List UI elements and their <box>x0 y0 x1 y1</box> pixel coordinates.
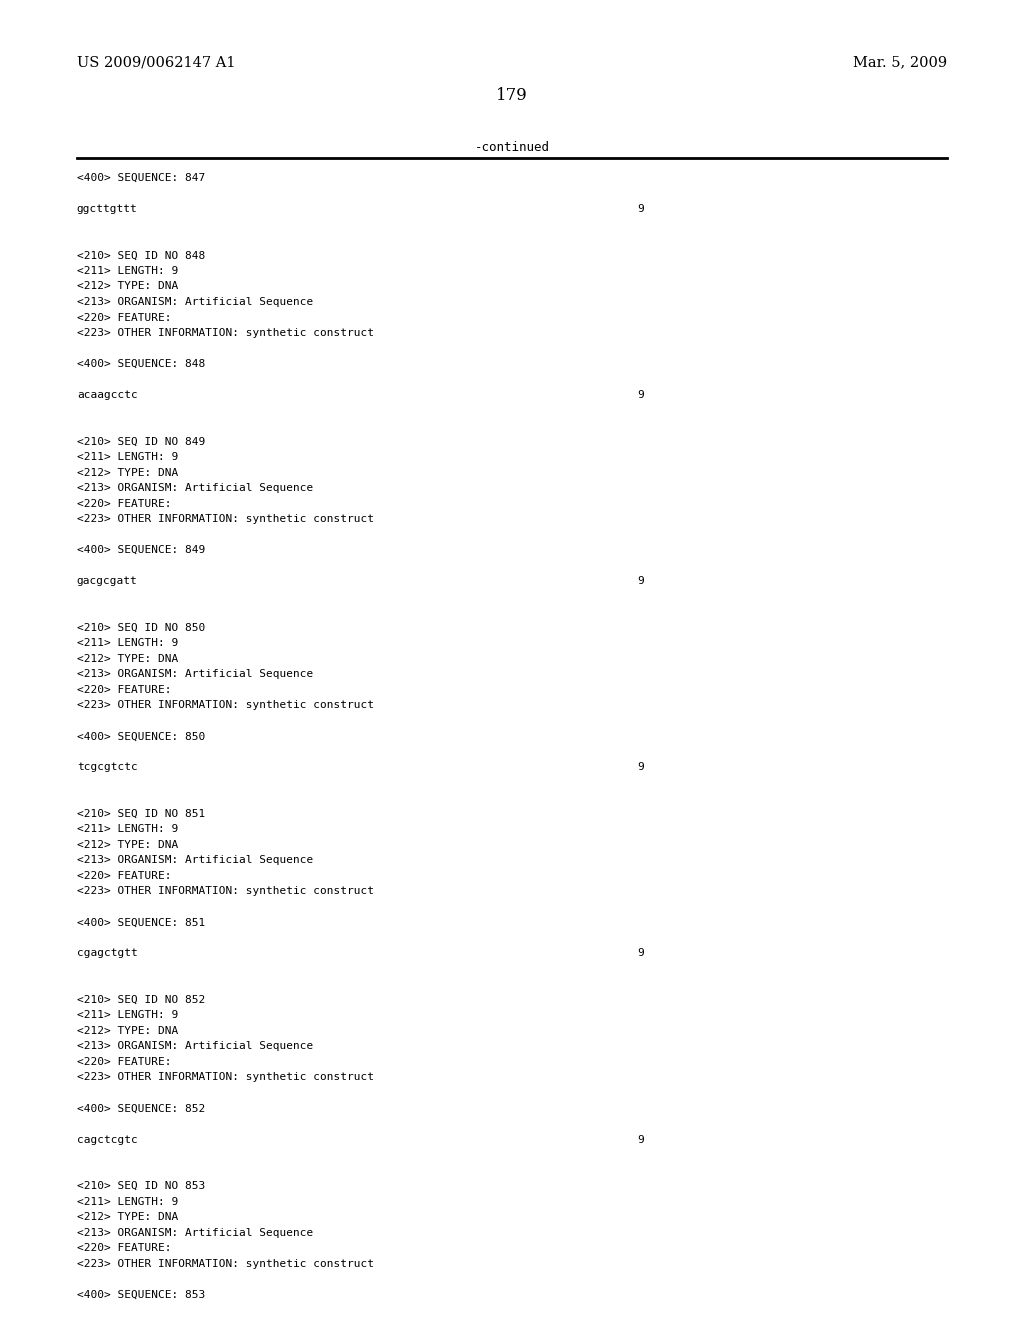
Text: 9: 9 <box>637 1135 644 1144</box>
Text: cagctcgtc: cagctcgtc <box>77 1135 137 1144</box>
Text: 9: 9 <box>637 391 644 400</box>
Text: 9: 9 <box>637 763 644 772</box>
Text: <223> OTHER INFORMATION: synthetic construct: <223> OTHER INFORMATION: synthetic const… <box>77 1072 374 1082</box>
Text: <213> ORGANISM: Artificial Sequence: <213> ORGANISM: Artificial Sequence <box>77 669 313 680</box>
Text: <400> SEQUENCE: 851: <400> SEQUENCE: 851 <box>77 917 205 928</box>
Text: <211> LENGTH: 9: <211> LENGTH: 9 <box>77 824 178 834</box>
Text: <223> OTHER INFORMATION: synthetic construct: <223> OTHER INFORMATION: synthetic const… <box>77 700 374 710</box>
Text: 179: 179 <box>496 87 528 104</box>
Text: <400> SEQUENCE: 848: <400> SEQUENCE: 848 <box>77 359 205 370</box>
Text: <211> LENGTH: 9: <211> LENGTH: 9 <box>77 639 178 648</box>
Text: <210> SEQ ID NO 851: <210> SEQ ID NO 851 <box>77 809 205 818</box>
Text: <210> SEQ ID NO 852: <210> SEQ ID NO 852 <box>77 995 205 1005</box>
Text: <213> ORGANISM: Artificial Sequence: <213> ORGANISM: Artificial Sequence <box>77 483 313 494</box>
Text: -continued: -continued <box>474 141 550 154</box>
Text: <210> SEQ ID NO 849: <210> SEQ ID NO 849 <box>77 437 205 446</box>
Text: <213> ORGANISM: Artificial Sequence: <213> ORGANISM: Artificial Sequence <box>77 855 313 866</box>
Text: <210> SEQ ID NO 848: <210> SEQ ID NO 848 <box>77 251 205 260</box>
Text: <211> LENGTH: 9: <211> LENGTH: 9 <box>77 451 178 462</box>
Text: gacgcgatt: gacgcgatt <box>77 576 137 586</box>
Text: <211> LENGTH: 9: <211> LENGTH: 9 <box>77 1011 178 1020</box>
Text: <223> OTHER INFORMATION: synthetic construct: <223> OTHER INFORMATION: synthetic const… <box>77 1259 374 1269</box>
Text: <210> SEQ ID NO 853: <210> SEQ ID NO 853 <box>77 1181 205 1191</box>
Text: <213> ORGANISM: Artificial Sequence: <213> ORGANISM: Artificial Sequence <box>77 1041 313 1052</box>
Text: <213> ORGANISM: Artificial Sequence: <213> ORGANISM: Artificial Sequence <box>77 1228 313 1238</box>
Text: <211> LENGTH: 9: <211> LENGTH: 9 <box>77 1196 178 1206</box>
Text: tcgcgtctc: tcgcgtctc <box>77 763 137 772</box>
Text: <220> FEATURE:: <220> FEATURE: <box>77 1243 171 1253</box>
Text: ggcttgttt: ggcttgttt <box>77 205 137 214</box>
Text: <220> FEATURE:: <220> FEATURE: <box>77 1057 171 1067</box>
Text: acaagcctc: acaagcctc <box>77 391 137 400</box>
Text: <400> SEQUENCE: 852: <400> SEQUENCE: 852 <box>77 1104 205 1114</box>
Text: 9: 9 <box>637 948 644 958</box>
Text: <213> ORGANISM: Artificial Sequence: <213> ORGANISM: Artificial Sequence <box>77 297 313 308</box>
Text: <400> SEQUENCE: 853: <400> SEQUENCE: 853 <box>77 1290 205 1300</box>
Text: <220> FEATURE:: <220> FEATURE: <box>77 871 171 880</box>
Text: cgagctgtt: cgagctgtt <box>77 948 137 958</box>
Text: 9: 9 <box>637 576 644 586</box>
Text: <212> TYPE: DNA: <212> TYPE: DNA <box>77 467 178 478</box>
Text: <400> SEQUENCE: 849: <400> SEQUENCE: 849 <box>77 545 205 556</box>
Text: <220> FEATURE:: <220> FEATURE: <box>77 685 171 694</box>
Text: <212> TYPE: DNA: <212> TYPE: DNA <box>77 653 178 664</box>
Text: <400> SEQUENCE: 847: <400> SEQUENCE: 847 <box>77 173 205 183</box>
Text: <223> OTHER INFORMATION: synthetic construct: <223> OTHER INFORMATION: synthetic const… <box>77 887 374 896</box>
Text: 9: 9 <box>637 205 644 214</box>
Text: <223> OTHER INFORMATION: synthetic construct: <223> OTHER INFORMATION: synthetic const… <box>77 513 374 524</box>
Text: <400> SEQUENCE: 850: <400> SEQUENCE: 850 <box>77 731 205 742</box>
Text: <212> TYPE: DNA: <212> TYPE: DNA <box>77 281 178 292</box>
Text: <220> FEATURE:: <220> FEATURE: <box>77 499 171 508</box>
Text: <220> FEATURE:: <220> FEATURE: <box>77 313 171 322</box>
Text: <212> TYPE: DNA: <212> TYPE: DNA <box>77 1212 178 1222</box>
Text: US 2009/0062147 A1: US 2009/0062147 A1 <box>77 55 236 70</box>
Text: Mar. 5, 2009: Mar. 5, 2009 <box>853 55 947 70</box>
Text: <210> SEQ ID NO 850: <210> SEQ ID NO 850 <box>77 623 205 632</box>
Text: <211> LENGTH: 9: <211> LENGTH: 9 <box>77 267 178 276</box>
Text: <212> TYPE: DNA: <212> TYPE: DNA <box>77 1026 178 1036</box>
Text: <212> TYPE: DNA: <212> TYPE: DNA <box>77 840 178 850</box>
Text: <223> OTHER INFORMATION: synthetic construct: <223> OTHER INFORMATION: synthetic const… <box>77 327 374 338</box>
